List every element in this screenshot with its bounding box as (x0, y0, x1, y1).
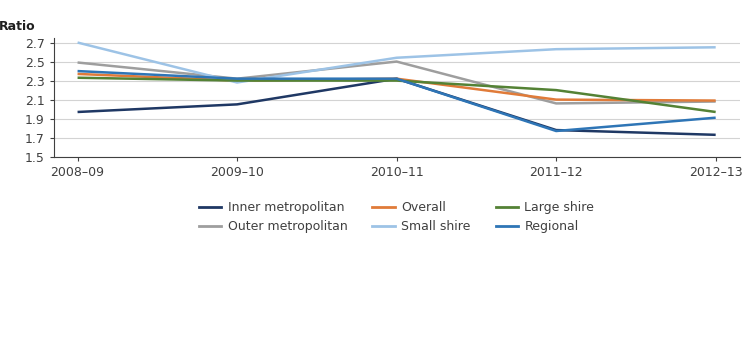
Text: Ratio: Ratio (0, 20, 35, 33)
Legend: Inner metropolitan, Outer metropolitan, Overall, Small shire, Large shire, Regio: Inner metropolitan, Outer metropolitan, … (194, 196, 599, 238)
